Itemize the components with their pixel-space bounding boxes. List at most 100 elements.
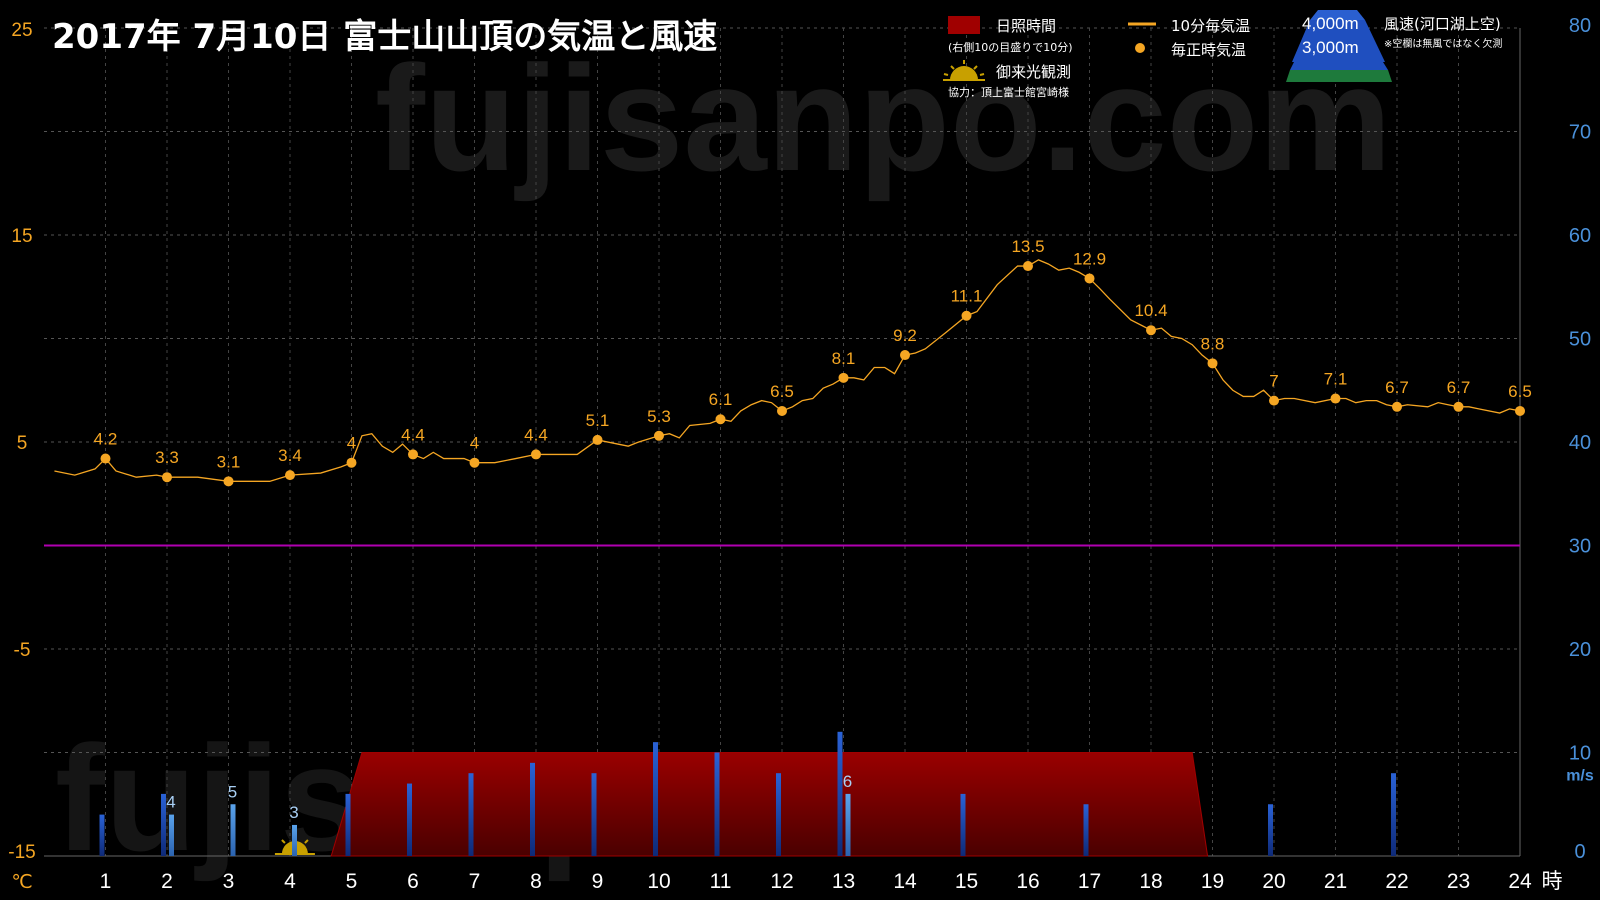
- left-axis-unit: ℃: [11, 871, 32, 893]
- temperature-hourly-label: 4: [470, 434, 479, 453]
- x-axis-tick-label: 22: [1385, 870, 1408, 893]
- temperature-hourly-label: 7.1: [1324, 370, 1348, 389]
- x-axis-tick-label: 17: [1078, 870, 1101, 893]
- temperature-hourly-label: 4.2: [94, 430, 118, 449]
- x-axis-tick-label: 3: [223, 870, 235, 893]
- legend-wind: 4,000m 3,000m 風速(河口湖上空) ※空欄は無風ではなく欠測: [1286, 10, 1502, 82]
- legend-wind-4000: 4,000m: [1302, 14, 1359, 33]
- temperature-hourly-point: [100, 453, 111, 464]
- x-axis-tick-label: 6: [407, 870, 419, 893]
- x-axis-tick-label: 14: [893, 870, 917, 893]
- wind-bar-4000m: [407, 783, 412, 856]
- temperature-hourly-point: [654, 430, 664, 441]
- temperature-hourly-label: 6.5: [1508, 382, 1532, 401]
- grid-lines: [44, 27, 1521, 857]
- right-axis-unit: m/s: [1566, 768, 1594, 785]
- temperature-hourly-label: 9.2: [893, 326, 917, 345]
- legend-sunshine: 日照時間 (右側10の目盛りで10分): [948, 16, 1073, 54]
- temperature-hourly-point: [1392, 401, 1402, 412]
- wind-bars-layer: 4 5 3 6: [99, 731, 1396, 856]
- temperature-hourly-label: 3.3: [155, 448, 179, 467]
- wind-bar-4000m: [345, 793, 351, 856]
- x-axis-tick-label: 16: [1016, 870, 1039, 893]
- x-axis-tick-label: 20: [1262, 870, 1285, 893]
- wind-3000m-label: 5: [228, 782, 237, 801]
- temperature-hourly-point: [715, 414, 726, 425]
- temperature-hourly-label: 7: [1269, 372, 1278, 391]
- temperature-hourly-point: [1453, 401, 1464, 412]
- x-axis-tick-label: 1: [100, 870, 112, 893]
- temperature-hourly-label: 4.4: [401, 425, 425, 444]
- right-axis-tick-label: 60: [1569, 225, 1591, 247]
- temperature-hourly-point: [408, 449, 418, 460]
- mountain-icon: [1286, 10, 1392, 82]
- x-axis-tick-label: 9: [592, 870, 604, 893]
- wind-bar-3000m: [292, 824, 297, 856]
- wind-bar-4000m: [1083, 804, 1089, 856]
- wind-bar-4000m: [530, 762, 535, 856]
- wind-bar-3000m: [230, 804, 236, 856]
- right-axis-tick-label: 50: [1569, 329, 1591, 351]
- temperature-hourly-label: 3.1: [217, 452, 241, 471]
- temperature-hourly-point: [1330, 393, 1341, 404]
- temperature-layer: 4.2 3.3 3.1 3.4 4 4.4 4 4.4 5.1 5.3 6.1 6.5 8.1 9.2 11…: [54, 237, 1532, 487]
- legend-sunshine-swatch: [948, 16, 980, 34]
- x-axis-tick-label: 19: [1201, 870, 1224, 893]
- legend-temp-hourly-label: 毎正時気温: [1171, 41, 1246, 59]
- wind-bar-4000m: [591, 773, 597, 856]
- temperature-hourly-point: [961, 310, 972, 321]
- temperature-hourly-point: [900, 350, 910, 361]
- x-axis-tick-label: 2: [161, 870, 173, 893]
- left-axis-tick-label: 5: [17, 433, 28, 454]
- temperature-hourly-label: 12.9: [1073, 249, 1106, 268]
- wind-bar-4000m: [714, 752, 720, 856]
- watermark-top: fujisanpo.com: [375, 34, 1392, 202]
- temperature-hourly-label: 13.5: [1011, 237, 1044, 256]
- right-axis-tick-label: 10: [1569, 743, 1591, 765]
- wind-bar-4000m: [468, 773, 474, 856]
- temperature-hourly-label: 6.7: [1385, 378, 1409, 397]
- wind-bar-3000m: [169, 814, 174, 856]
- wind-bar-4000m: [1268, 804, 1273, 856]
- wind-bar-4000m: [99, 814, 105, 856]
- legend-sunshine-note: (右側10の目盛りで10分): [948, 40, 1073, 54]
- temperature-hourly-point: [838, 372, 849, 383]
- sunrise-icon: [943, 60, 985, 81]
- temperature-hourly-label: 5.3: [647, 407, 671, 426]
- temperature-hourly-point: [1023, 261, 1033, 272]
- x-axis-tick-label: 7: [469, 870, 481, 893]
- legend-wind-note: ※空欄は無風ではなく欠測: [1384, 37, 1502, 50]
- sunshine-area-layer: [274, 752, 1209, 857]
- temperature-hourly-point: [1146, 325, 1156, 336]
- temperature-hourly-label: 5.1: [586, 411, 610, 430]
- temperature-hourly-label: 6.5: [770, 382, 794, 401]
- temperature-10min-line: [54, 259, 1521, 482]
- x-axis-tick-label: 15: [955, 870, 978, 893]
- legend-sunrise: 御来光観測 協力：頂上富士館宮崎様: [943, 60, 1071, 99]
- temperature-hourly-point: [1084, 273, 1095, 284]
- temperature-hourly-point: [162, 472, 172, 483]
- legend-temp-hourly-dot: [1135, 43, 1145, 53]
- temperature-hourly-point: [285, 470, 295, 481]
- x-axis-unit: 時: [1542, 869, 1563, 893]
- wind-bar-4000m: [837, 731, 843, 856]
- temperature-hourly-label: 8.1: [832, 349, 856, 368]
- wind-bar-4000m: [1391, 773, 1396, 856]
- temperature-hourly-point: [1515, 405, 1525, 416]
- x-axis-tick-label: 23: [1447, 870, 1470, 893]
- x-axis-tick-label: 12: [770, 870, 793, 893]
- wind-3000m-label: 3: [289, 803, 298, 822]
- temperature-hourly-label: 11.1: [951, 287, 983, 306]
- wind-3000m-label: 4: [166, 793, 175, 812]
- left-axis-tick-label: 25: [11, 20, 32, 41]
- legend-credit: 協力：頂上富士館宮崎様: [948, 85, 1069, 99]
- temperature-hourly-label: 4: [347, 434, 356, 453]
- wind-bar-4000m: [960, 793, 966, 856]
- temperature-hourly-point: [223, 476, 234, 487]
- legend-wind-title: 風速(河口湖上空): [1384, 15, 1501, 33]
- legend-wind-3000: 3,000m: [1302, 38, 1359, 57]
- x-axis-tick-label: 18: [1139, 870, 1162, 893]
